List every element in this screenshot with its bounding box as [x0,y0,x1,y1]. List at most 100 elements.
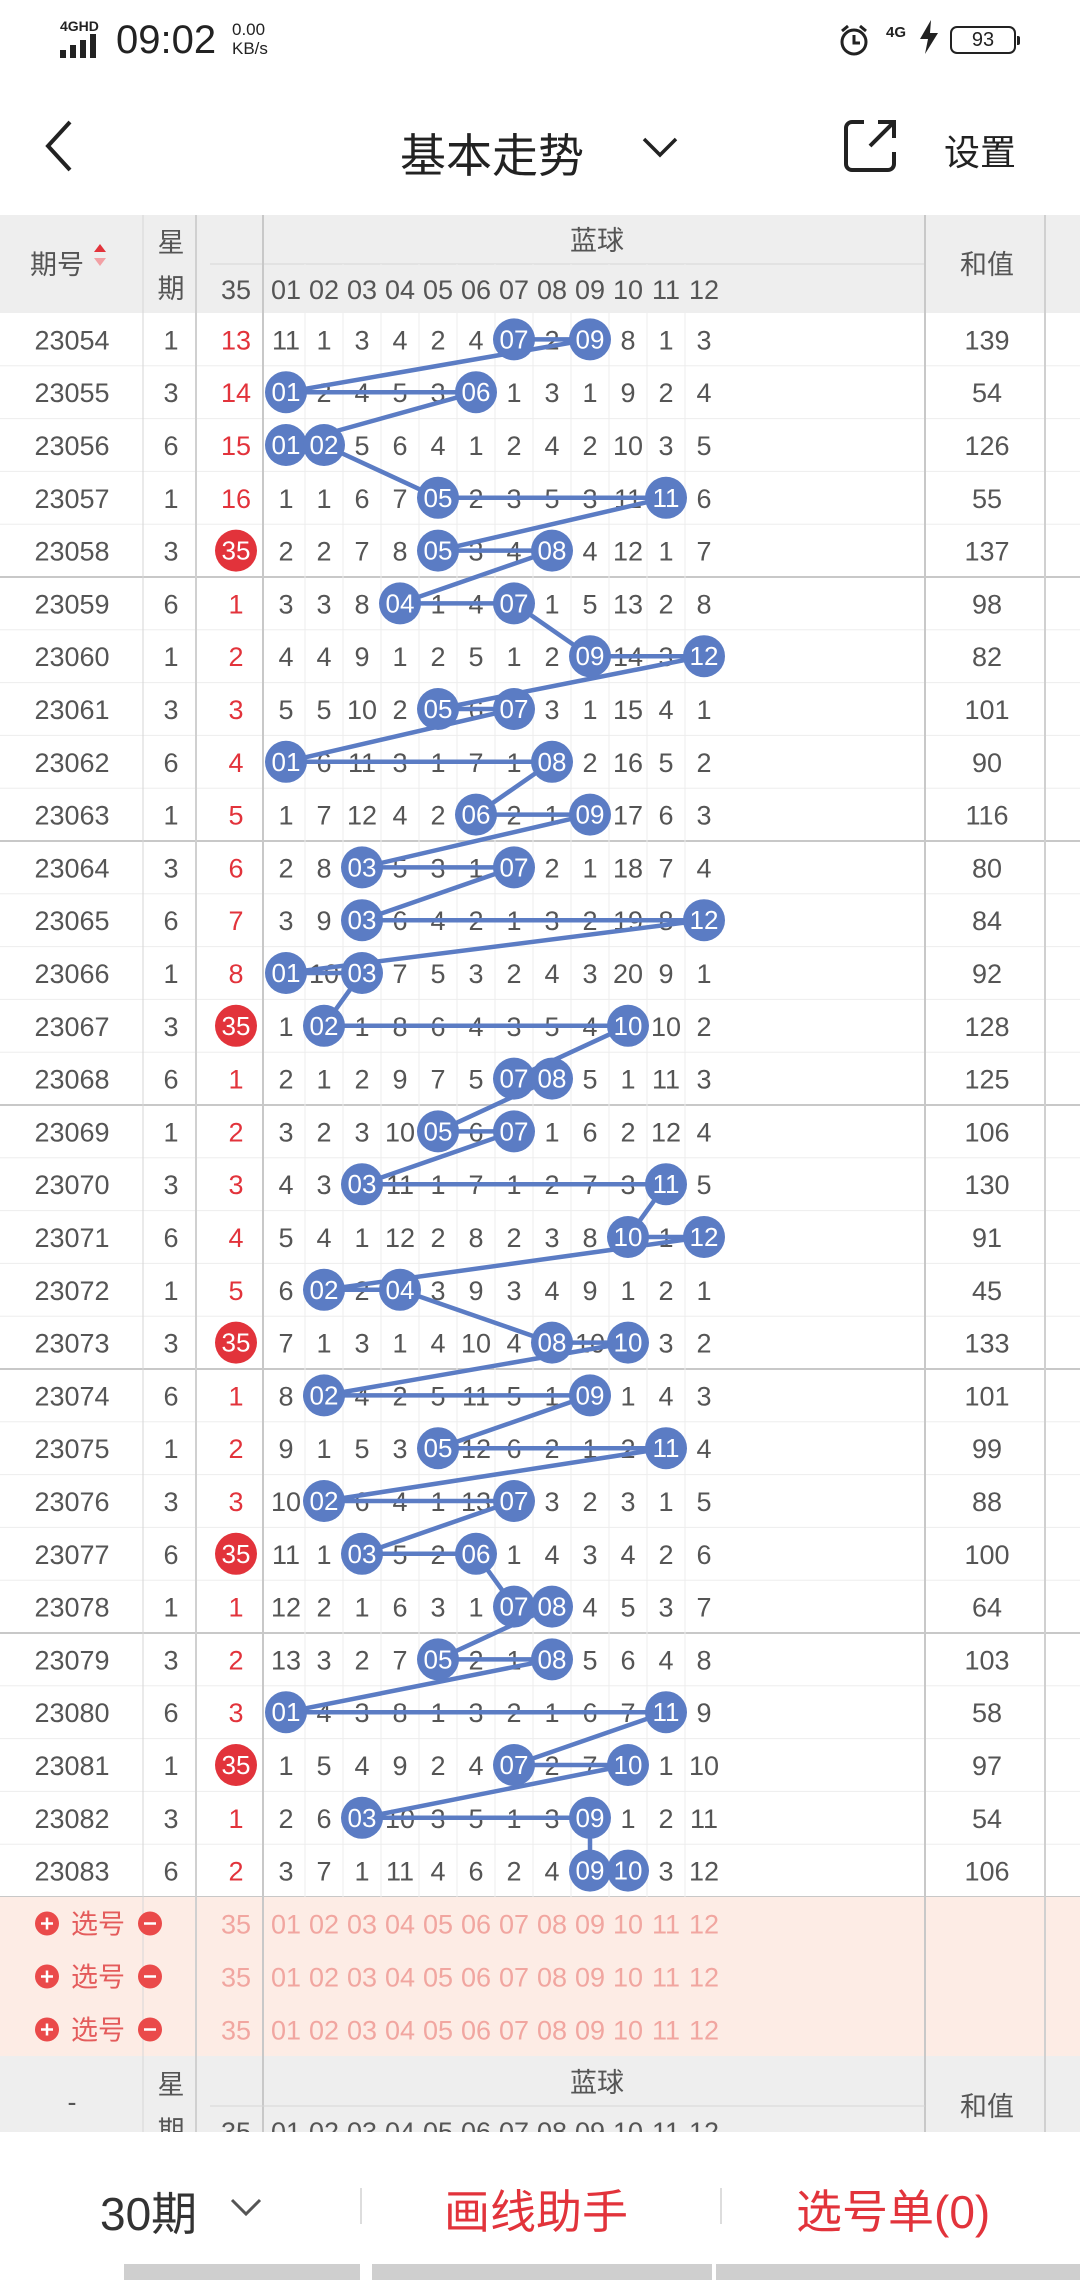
picker-number[interactable]: 08 [537,2016,567,2046]
period-cell: 23079 [34,1645,109,1675]
picker-number[interactable]: 35 [221,2016,251,2046]
blue-ball-number: 01 [272,430,301,460]
value-cell: 1 [582,695,597,725]
picker-number[interactable]: 05 [423,1910,453,1940]
picker-number[interactable]: 35 [221,1910,251,1940]
picker-number[interactable]: 07 [499,1963,529,1993]
chevron-down-icon[interactable] [640,134,680,160]
value-cell: 2 [582,1487,597,1517]
value-cell: 4 [658,1381,673,1411]
picker-row[interactable]: 选号 35 01 02 03 04 05 06 07 08 09 10 11 12 [35,1910,719,1940]
draw-helper-button[interactable]: 画线助手 [444,2186,628,2238]
picker-number[interactable]: 02 [309,2016,339,2046]
picker-number[interactable]: 35 [221,1963,251,1993]
column-header-08: 08 [537,275,567,305]
picker-number[interactable]: 10 [613,1963,643,1993]
picker-number[interactable]: 01 [271,2016,301,2046]
week-cell: 1 [163,801,178,831]
value-cell: 6 [316,1804,331,1834]
blue-ball-footer: 蓝球 [570,2068,624,2098]
table-row: 23072 1 5 6 2 3 9 3 4 9 1 2 1 45 [34,1276,1002,1306]
week-cell: 3 [163,378,178,408]
picker-number[interactable]: 05 [423,2016,453,2046]
picker-number[interactable]: 03 [347,1910,377,1940]
picker-number[interactable]: 08 [537,1963,567,1993]
picker-number[interactable]: 01 [271,1910,301,1940]
net-speed: 0.00 KB/s [232,20,268,58]
picker-number[interactable]: 03 [347,2016,377,2046]
blue-ball: 05 [417,1110,459,1153]
picker-number[interactable]: 02 [309,1963,339,1993]
picker-number[interactable]: 09 [575,2016,605,2046]
blue-ball-number: 07 [500,852,529,882]
period-cell: 23057 [34,484,109,514]
value-cell: 4 [468,325,483,355]
table-row: 23054 1 13 11 1 3 4 2 4 2 8 1 3 139 [34,325,1009,355]
period-cell: 23065 [34,906,109,936]
picker-number[interactable]: 10 [613,1910,643,1940]
sum-cell: 55 [972,484,1002,514]
picker-number[interactable]: 06 [461,2016,491,2046]
blue-ball-number: 07 [500,1064,529,1094]
value-cell: 4 [278,1170,293,1200]
alarm-icon [840,24,868,56]
picker-number[interactable]: 02 [309,1910,339,1940]
blue-ball-number: 10 [614,1750,643,1780]
settings-button[interactable]: 设置 [944,132,1017,173]
picker-number[interactable]: 01 [271,1963,301,1993]
table-row: 23060 1 2 4 4 9 1 2 5 1 2 14 3 82 [34,642,1002,672]
column-footer-01: 01 [271,2117,301,2132]
picker-number[interactable]: 11 [652,1963,680,1993]
picker-number[interactable]: 04 [385,1963,415,1993]
red-ball-number: 35 [222,1750,251,1780]
picker-number[interactable]: 10 [613,2016,643,2046]
omit-cell: 3 [228,1698,243,1728]
picker-number[interactable]: 12 [689,2016,719,2046]
value-cell: 1 [544,1117,559,1147]
picker-number[interactable]: 12 [689,1963,719,1993]
picker-row[interactable]: 选号 35 01 02 03 04 05 06 07 08 09 10 11 12 [35,2016,719,2046]
back-arrow-icon[interactable] [40,116,80,176]
picker-number[interactable]: 12 [689,1910,719,1940]
value-cell: 12 [385,1223,415,1253]
value-cell: 5 [696,431,711,461]
picker-number[interactable]: 06 [461,1963,491,1993]
blue-ball: 07 [493,582,535,625]
column-footer-04: 04 [385,2117,415,2132]
blue-ball-number: 07 [500,694,529,724]
picker-number[interactable]: 05 [423,1963,453,1993]
picker-number[interactable]: 09 [575,1963,605,1993]
share-icon[interactable] [840,116,900,176]
selection-list-button[interactable]: 选号单(0) [796,2186,991,2238]
sum-cell: 92 [972,959,1002,989]
table-row: 23081 1 35 1 5 4 9 2 4 2 7 1 10 97 [34,1744,1002,1786]
blue-ball-number: 12 [690,905,719,935]
picker-number[interactable]: 07 [499,1910,529,1940]
picker-number[interactable]: 04 [385,2016,415,2046]
value-cell: 4 [544,959,559,989]
value-cell: 8 [696,589,711,619]
value-cell: 6 [392,1593,407,1623]
picker-number[interactable]: 11 [652,1910,680,1940]
picker-number[interactable]: 04 [385,1910,415,1940]
picker-number[interactable]: 08 [537,1910,567,1940]
value-cell: 1 [316,325,331,355]
bottom-toolbar: 30期 画线助手 选号单(0) [0,2132,1080,2280]
week-cell: 3 [163,1804,178,1834]
value-cell: 2 [430,325,445,355]
value-cell: 9 [468,1276,483,1306]
chevron-down-icon[interactable] [228,2196,264,2218]
blue-ball-number: 09 [576,800,605,830]
omit-col-header: 35 [221,275,251,305]
page-title[interactable]: 基本走势 [400,130,584,182]
picker-number[interactable]: 07 [499,2016,529,2046]
value-cell: 10 [461,1329,491,1359]
picker-row[interactable]: 选号 35 01 02 03 04 05 06 07 08 09 10 11 12 [35,1963,719,1993]
picker-number[interactable]: 11 [652,2016,680,2046]
picker-number[interactable]: 03 [347,1963,377,1993]
value-cell: 4 [392,325,407,355]
picker-number[interactable]: 09 [575,1910,605,1940]
period-count-select[interactable]: 30期 [100,2188,198,2240]
picker-number[interactable]: 06 [461,1910,491,1940]
value-cell: 2 [278,1065,293,1095]
